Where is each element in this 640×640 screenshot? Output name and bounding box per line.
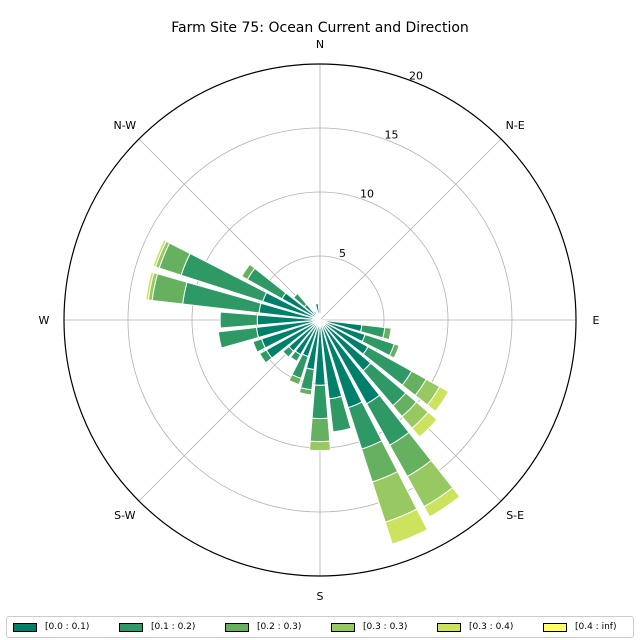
- legend-swatch: [331, 622, 355, 632]
- windrose-sector: [292, 292, 308, 308]
- legend-item: [0.3 : 0.3): [331, 620, 407, 634]
- windrose-sector: [258, 349, 273, 364]
- legend-item: [0.1 : 0.2): [119, 620, 195, 634]
- radial-tick-label: 20: [409, 69, 423, 82]
- compass-label: S-E: [506, 509, 524, 522]
- legend-label: [0.2 : 0.3): [257, 622, 302, 632]
- radial-tick-label: 5: [339, 247, 346, 260]
- radial-tick-labels: 5 10 15 20: [339, 69, 423, 259]
- legend-label: [0.3 : 0.4): [469, 622, 514, 632]
- radial-tick-label: 10: [360, 188, 374, 201]
- windrose-sector: [252, 338, 266, 353]
- windrose-sector: [308, 440, 332, 452]
- compass-label: N: [316, 38, 324, 51]
- windrose-sector: [382, 326, 392, 341]
- compass-label: N-E: [506, 119, 525, 132]
- grid-spoke: [319, 138, 502, 321]
- windrose-sector: [328, 395, 352, 433]
- legend-label: [0.4 : inf): [575, 622, 617, 632]
- compass-label: E: [593, 314, 600, 327]
- legend-swatch: [225, 622, 249, 632]
- legend-label: [0.3 : 0.3): [363, 622, 408, 632]
- compass-labels: N N-E E S-E S S-W W N-W: [39, 38, 600, 603]
- windrose-bars: [145, 239, 461, 545]
- windrose-sector: [219, 311, 259, 329]
- windrose-sector: [241, 263, 256, 281]
- chart-title: Farm Site 75: Ocean Current and Directio…: [171, 20, 469, 36]
- windrose-sector: [309, 417, 331, 443]
- legend-swatch: [119, 622, 143, 632]
- legend-swatch: [543, 622, 567, 632]
- legend-item: [0.2 : 0.3): [225, 620, 301, 634]
- compass-label: W: [39, 314, 50, 327]
- legend-item: [0.0 : 0.1): [13, 620, 89, 634]
- legend-label: [0.1 : 0.2): [151, 622, 196, 632]
- windrose-sector: [288, 374, 302, 386]
- windrose-sector: [289, 350, 302, 363]
- windrose-sector: [426, 386, 450, 413]
- radial-tick-label: 15: [384, 129, 398, 142]
- windrose-sector: [151, 273, 188, 305]
- legend-item: [0.3 : 0.4): [437, 620, 513, 634]
- windrose-sector: [298, 387, 313, 396]
- polar-frame: [63, 63, 577, 577]
- windrose-sector: [282, 345, 295, 358]
- windrose-sector: [384, 508, 429, 545]
- legend-swatch: [13, 622, 37, 632]
- windrose-sector: [145, 271, 155, 301]
- windrose-sector: [423, 486, 461, 518]
- legend: [0.0 : 0.1) [0.1 : 0.2) [0.2 : 0.3) [0.3 : …: [6, 616, 634, 638]
- windrose-sector: [152, 239, 167, 268]
- legend-item: [0.4 : inf): [543, 620, 616, 634]
- legend-label: [0.0 : 0.1): [45, 622, 90, 632]
- compass-label: S: [317, 590, 324, 603]
- windrose-sector: [217, 326, 260, 349]
- windrose-sector: [314, 302, 321, 321]
- grid-spoke: [138, 138, 321, 321]
- legend-swatch: [437, 622, 461, 632]
- compass-label: N-W: [114, 119, 137, 132]
- windrose-sector: [411, 411, 438, 438]
- windrose-sector: [388, 343, 400, 359]
- compass-label: S-W: [114, 509, 136, 522]
- windrose-sector: [311, 384, 329, 420]
